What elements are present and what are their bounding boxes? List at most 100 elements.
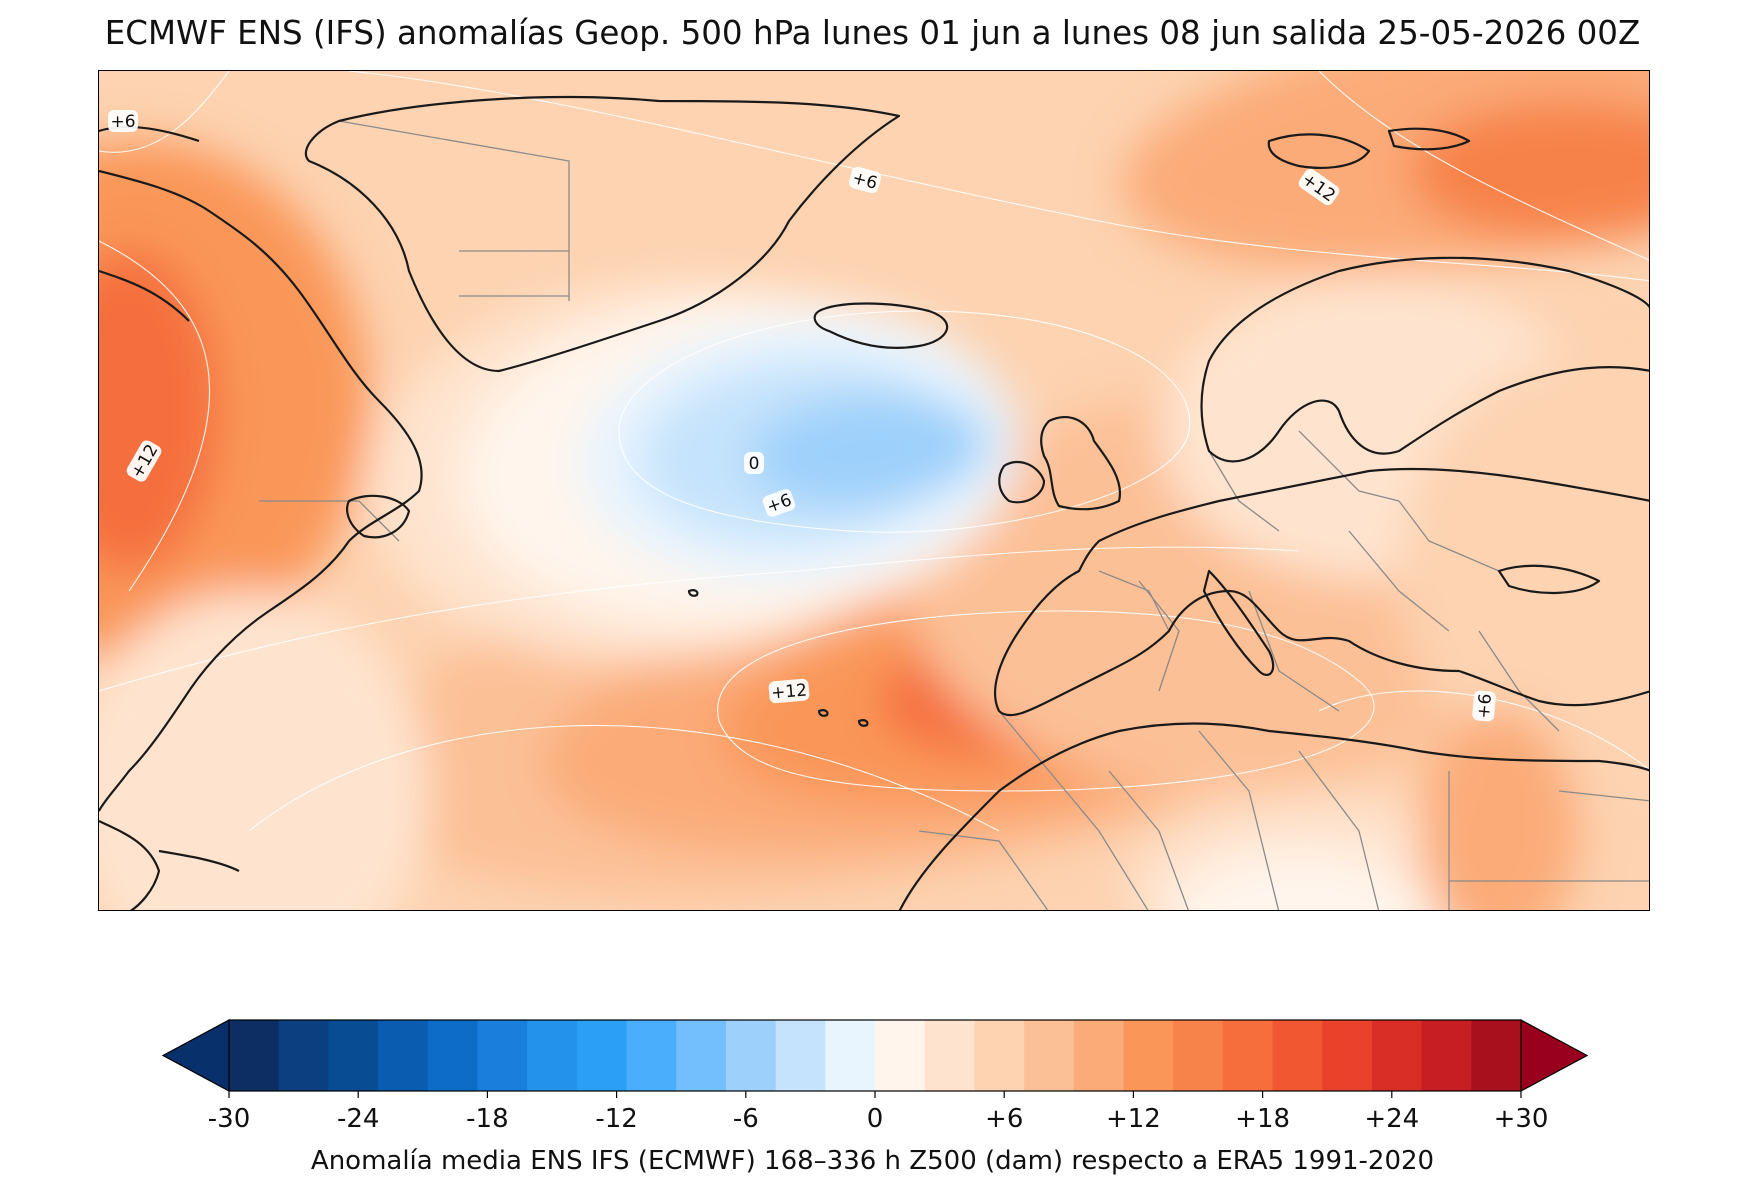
contour-lines xyxy=(99,71,1649,832)
contour-label-bg xyxy=(849,166,881,194)
colorbar-ticks: -30 -24 -18 -12 -6 0 +6 +12 +18 +24 +30 xyxy=(208,1091,1549,1130)
anomaly-field: +6+12+6 +120+6+12+6 xyxy=(99,71,1649,910)
colorbar-tick-label: +24 xyxy=(1364,1104,1419,1130)
border-line xyxy=(1198,730,1280,910)
coastline xyxy=(817,709,829,717)
border-line xyxy=(1248,590,1340,712)
coastline xyxy=(857,719,869,727)
coastline xyxy=(687,589,699,597)
colorbar-tick-label: -6 xyxy=(733,1104,759,1130)
colorbar-cell xyxy=(775,1020,826,1091)
border-line xyxy=(338,120,570,301)
colorbar-cell xyxy=(875,1020,926,1091)
coastline xyxy=(813,302,949,349)
border-line xyxy=(1558,790,1649,802)
colorbar-tick-label: -30 xyxy=(208,1104,250,1130)
anomaly-blob xyxy=(749,395,989,507)
colorbar-cell xyxy=(427,1020,479,1091)
contour-label-bg xyxy=(1298,168,1340,206)
contour-label-text: +6 xyxy=(1474,693,1496,720)
colorbar-tick-label: +12 xyxy=(1106,1104,1161,1130)
border-line xyxy=(918,830,1049,910)
coastline xyxy=(158,849,240,872)
contour-label-bg xyxy=(1472,690,1496,722)
border-line xyxy=(1298,750,1380,910)
colorbar-tick-label: 0 xyxy=(867,1104,884,1130)
border-line xyxy=(1208,450,1280,532)
colorbar-cell xyxy=(924,1020,975,1091)
colorbar-cell xyxy=(626,1020,677,1091)
coastline xyxy=(1497,564,1601,594)
colorbar-cell xyxy=(328,1020,379,1091)
coastline xyxy=(1040,416,1122,511)
colorbar-cell xyxy=(676,1020,727,1091)
colorbar-cell xyxy=(1471,1020,1522,1091)
coastline xyxy=(346,494,411,539)
border-line xyxy=(998,710,1149,910)
colorbar-tick-label: -18 xyxy=(466,1104,508,1130)
contour-line xyxy=(348,71,1649,282)
colorbar-cell xyxy=(1371,1020,1423,1091)
coastline xyxy=(1202,569,1275,676)
contour-line xyxy=(248,725,1000,832)
coastline xyxy=(1267,133,1371,169)
coastline xyxy=(898,722,1649,910)
colorbar-tick-label: +30 xyxy=(1494,1104,1549,1130)
country-borders xyxy=(259,120,1649,910)
colorbar-cell xyxy=(974,1020,1025,1091)
colorbar-cell xyxy=(1173,1020,1224,1091)
colorbar-extend-low xyxy=(161,1018,230,1093)
border-line xyxy=(1298,430,1400,502)
colorbar-tick-label: -24 xyxy=(337,1104,379,1130)
contour-label: +6 xyxy=(108,110,138,132)
colorbar: -30 -24 -18 -12 -6 0 +6 +12 +18 +24 +30 xyxy=(161,1018,1589,1130)
contour-label: 0 xyxy=(744,452,764,474)
colorbar-cell xyxy=(1123,1020,1174,1091)
anomaly-map: +6 +12 +6 +12 0 +6 +12 +6 xyxy=(98,70,1650,911)
colorbar-tick-label: +18 xyxy=(1235,1104,1290,1130)
chart-title: ECMWF ENS (IFS) anomalías Geop. 500 hPa … xyxy=(104,14,1641,52)
colorbar-cell xyxy=(1073,1020,1125,1091)
colorbar-caption: Anomalía media ENS IFS (ECMWF) 168–336 h… xyxy=(310,1146,1435,1176)
border-line xyxy=(1478,630,1560,732)
colorbar-cell xyxy=(576,1020,628,1091)
contour-line xyxy=(717,610,1375,792)
coastline xyxy=(998,460,1046,504)
border-line xyxy=(1108,770,1189,910)
anomaly-blob xyxy=(99,251,219,571)
coastline xyxy=(1387,127,1471,151)
coastline xyxy=(99,820,161,910)
colorbar-cell xyxy=(278,1020,329,1091)
contour-line xyxy=(1318,71,1649,261)
colorbar-cell xyxy=(1322,1020,1373,1091)
coastline xyxy=(994,467,1649,717)
anomaly-blob xyxy=(99,591,429,910)
contour-line xyxy=(99,71,230,153)
colorbar-cell xyxy=(527,1020,578,1091)
anomaly-blob xyxy=(1170,851,1428,910)
border-line xyxy=(1098,570,1170,632)
contour-label-bg xyxy=(762,489,796,517)
contour-label-bg xyxy=(126,440,162,482)
contour-label: +6 xyxy=(1472,690,1496,722)
colorbar-cell xyxy=(1024,1020,1075,1091)
contour-label-text: +12 xyxy=(770,680,807,703)
contour-line xyxy=(99,240,210,592)
colorbar-cell xyxy=(725,1020,777,1091)
contour-line xyxy=(618,310,1191,533)
contour-label-text: 0 xyxy=(749,454,760,474)
colorbar-extend-high xyxy=(1520,1018,1589,1093)
colorbar-cells xyxy=(161,1018,1589,1093)
contour-label-text: +6 xyxy=(110,112,135,132)
contour-label: +12 xyxy=(768,678,810,704)
colorbar-cell xyxy=(378,1020,429,1091)
contour-label-bg xyxy=(108,110,138,132)
colorbar-cell xyxy=(1272,1020,1323,1091)
colorbar-tick-label: -12 xyxy=(595,1104,637,1130)
colorbar-tick-label: +6 xyxy=(985,1104,1023,1130)
colorbar-cell xyxy=(477,1020,528,1091)
coastline xyxy=(99,269,190,322)
contour-label-bg xyxy=(744,452,764,474)
colorbar-cell xyxy=(229,1020,280,1091)
border-line xyxy=(259,500,400,542)
